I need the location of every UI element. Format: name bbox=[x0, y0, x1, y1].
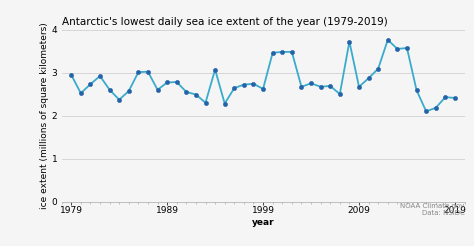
Text: NOAA Climate.gov
Data: NSIDC: NOAA Climate.gov Data: NSIDC bbox=[400, 203, 465, 216]
X-axis label: year: year bbox=[252, 218, 274, 227]
Text: Antarctic's lowest daily sea ice extent of the year (1979-2019): Antarctic's lowest daily sea ice extent … bbox=[62, 17, 387, 27]
Y-axis label: ice extent (millions of square kilometers): ice extent (millions of square kilometer… bbox=[40, 22, 49, 209]
